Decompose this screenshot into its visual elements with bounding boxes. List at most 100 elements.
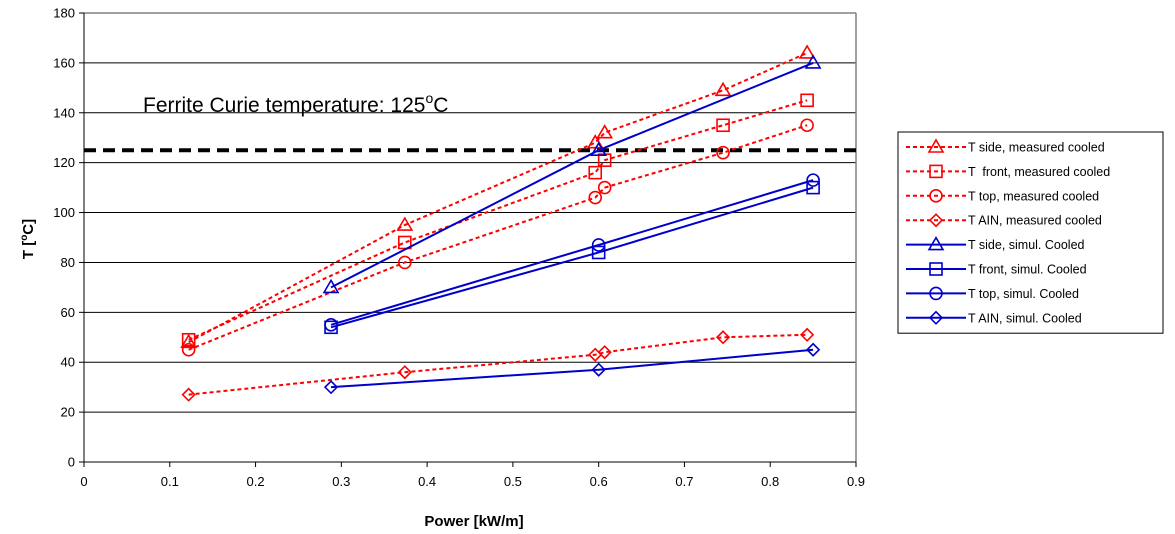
legend-item: T front, simul. Cooled	[906, 262, 1087, 277]
data-point	[398, 255, 412, 270]
legend-item: T front, measured cooled	[906, 164, 1110, 179]
y-tick-label: 160	[53, 55, 75, 70]
legend-label: T AIN, simul. Cooled	[968, 311, 1082, 325]
y-tick-label: 180	[53, 6, 75, 21]
series-t-top-simul-cooled	[324, 173, 820, 332]
data-point	[799, 327, 815, 342]
x-tick-label: 0.3	[332, 474, 350, 489]
data-point	[806, 173, 820, 187]
x-tick-label: 0.8	[761, 474, 779, 489]
legend-label: T side, measured cooled	[968, 141, 1105, 155]
legend-label: T top, measured cooled	[968, 189, 1099, 203]
legend-swatch-marker	[929, 262, 943, 276]
y-tick-label: 140	[53, 105, 75, 120]
legend-swatch-marker	[929, 189, 943, 203]
data-point	[588, 190, 603, 205]
data-point	[714, 81, 732, 97]
series-t-side-measured-cooled	[180, 44, 816, 349]
y-tick-label: 120	[53, 155, 75, 170]
curie-annotation-main: Ferrite Curie temperature: 125	[143, 94, 425, 117]
y-axis-title: T [oC]	[19, 219, 37, 259]
data-point	[597, 345, 612, 360]
tick-labels: 0 20 40 60 80 100 120 140 160 180 0 0.1 0.2 0.3 0.4 0.5…	[53, 6, 865, 490]
legend-item: T side, simul. Cooled	[906, 236, 1085, 252]
data-point	[323, 380, 339, 395]
data-point	[180, 333, 198, 349]
data-point	[322, 278, 340, 294]
series-t-ain-simul-cooled	[323, 342, 821, 395]
legend-swatch-marker	[929, 286, 943, 301]
legend-label: T front, simul. Cooled	[968, 263, 1087, 277]
plot-background	[84, 13, 856, 462]
series-t-side-simul-cooled	[322, 54, 822, 294]
x-axis-title: Power [kW/m]	[424, 513, 523, 530]
data-point	[596, 124, 614, 139]
data-point	[806, 180, 820, 195]
legend-label: T front, measured cooled	[968, 165, 1110, 179]
legend-item: T side, measured cooled	[906, 138, 1105, 155]
y-tick-label: 100	[53, 205, 75, 220]
data-point	[716, 145, 730, 160]
legend-swatch-marker	[929, 164, 943, 179]
y-tick-label: 0	[68, 455, 75, 470]
y-tick-label: 80	[61, 255, 75, 270]
series-line	[188, 51, 808, 344]
data-point	[800, 93, 814, 108]
plot-area	[84, 13, 856, 462]
data-point	[396, 216, 414, 231]
axes	[83, 12, 857, 463]
legend-item: T top, measured cooled	[906, 189, 1099, 203]
curie-annotation-tail: C	[433, 94, 448, 117]
data-point	[597, 180, 612, 195]
legend-item: T AIN, measured cooled	[906, 213, 1102, 228]
legend-swatch-marker	[927, 138, 945, 153]
data-point	[715, 330, 731, 345]
legend-label: T top, simul. Cooled	[968, 287, 1079, 301]
data-point	[591, 238, 606, 252]
data-point	[591, 245, 606, 260]
y-tick-label: 40	[61, 355, 75, 370]
curie-annotation: Ferrite Curie temperature: 125oC	[143, 90, 448, 117]
legend: T side, measured cooled T front, measured…	[897, 131, 1164, 334]
series-line	[188, 99, 808, 341]
legend-swatch-marker	[928, 310, 944, 325]
data-point	[716, 118, 730, 133]
y-tick-label: 20	[61, 405, 75, 420]
legend-label: T side, simul. Cooled	[968, 238, 1085, 252]
y-axis-title-main: T [	[20, 241, 37, 259]
legend-label: T AIN, measured cooled	[968, 214, 1102, 228]
data-point	[805, 342, 821, 357]
legend-swatch-marker	[927, 236, 945, 251]
series-line	[330, 179, 814, 326]
x-tick-label: 0.7	[675, 474, 693, 489]
data-point	[181, 387, 196, 402]
legend-box	[897, 131, 1164, 334]
x-tick-label: 0.6	[590, 474, 608, 489]
y-axis-title-tail: C]	[20, 219, 37, 235]
series-line	[330, 348, 814, 389]
x-tick-label: 0.4	[418, 474, 436, 489]
series-t-ain-measured-cooled	[181, 327, 815, 402]
series-line	[330, 186, 814, 329]
data-point	[800, 118, 814, 133]
legend-item: T top, simul. Cooled	[906, 286, 1079, 301]
data-point	[324, 318, 338, 332]
y-axis-title-sup: o	[19, 235, 30, 241]
x-tick-label: 0.2	[247, 474, 265, 489]
legend-item: T AIN, simul. Cooled	[906, 310, 1082, 325]
gridlines	[84, 62, 856, 413]
data-point	[804, 54, 822, 69]
curie-annotation-sup: o	[425, 90, 433, 106]
x-tick-label: 0.1	[161, 474, 179, 489]
data-point	[181, 342, 196, 357]
series-line	[330, 61, 814, 289]
data-point	[588, 165, 603, 180]
x-tick-label: 0.9	[847, 474, 865, 489]
data-point	[181, 332, 196, 347]
x-tick-label: 0.5	[504, 474, 522, 489]
data-point	[397, 365, 412, 380]
data-point	[590, 141, 608, 156]
data-point	[591, 362, 606, 377]
series	[180, 44, 822, 402]
